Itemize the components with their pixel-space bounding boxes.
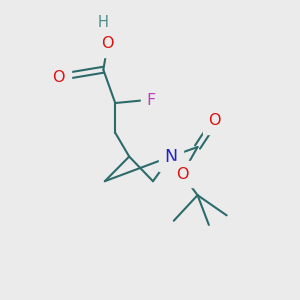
Text: O: O — [208, 113, 221, 128]
Text: N: N — [164, 148, 177, 166]
Text: O: O — [101, 36, 114, 51]
Text: O: O — [52, 70, 65, 85]
Text: H: H — [98, 15, 109, 30]
Text: F: F — [146, 93, 155, 108]
Text: O: O — [176, 167, 188, 182]
